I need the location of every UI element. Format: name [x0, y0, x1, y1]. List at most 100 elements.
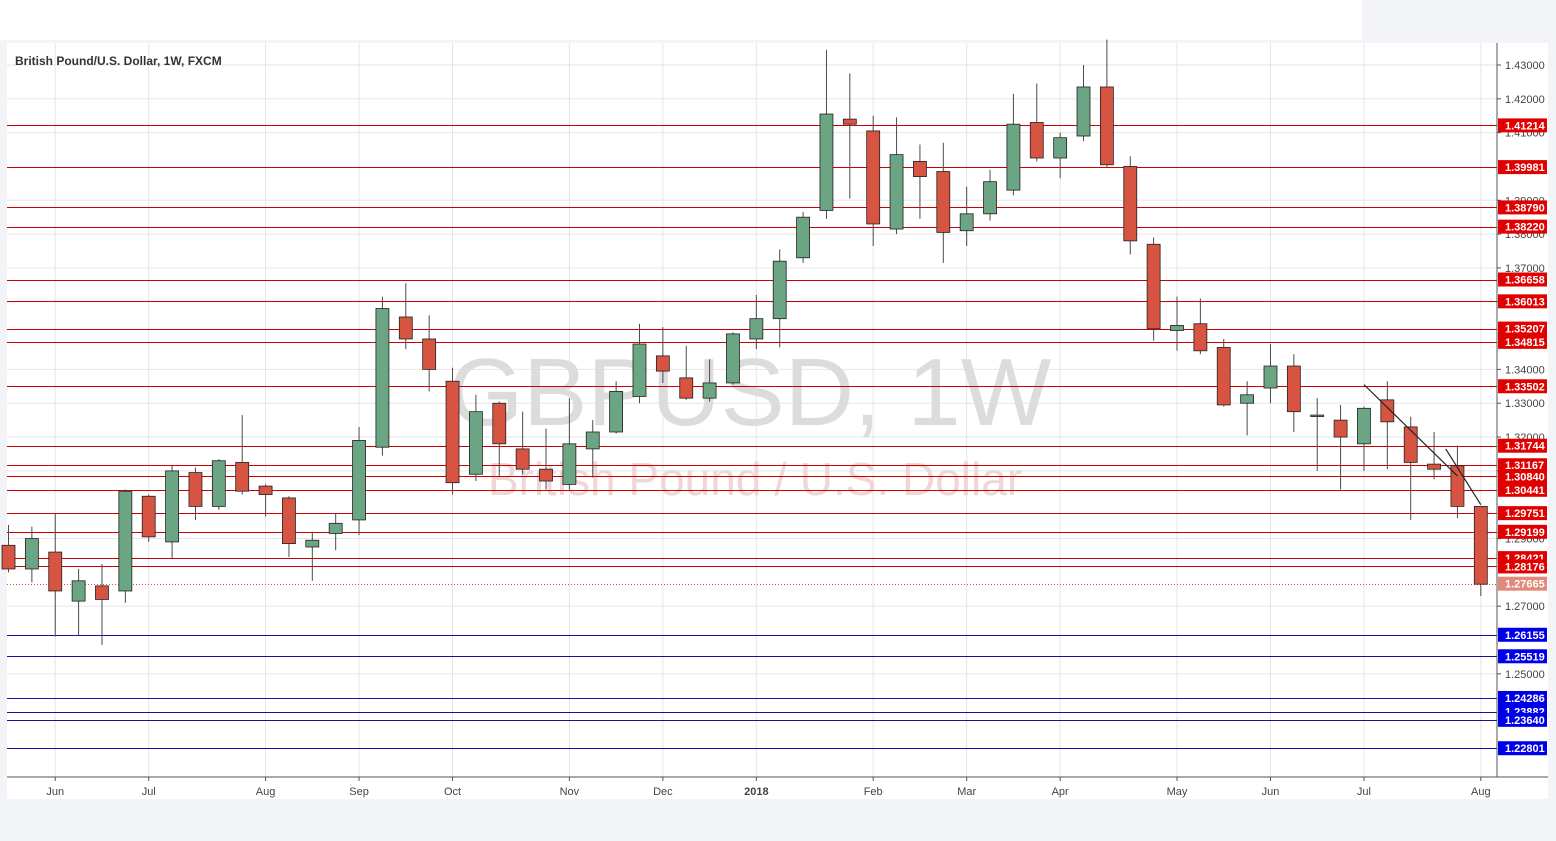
candle-down	[1123, 166, 1138, 242]
candle-up	[1076, 86, 1091, 137]
resistance-level-label: 1.29199	[1505, 527, 1545, 539]
resistance-level-label-bg	[1498, 200, 1547, 215]
candle-up	[562, 443, 577, 485]
price-axis	[7, 43, 1548, 778]
resistance-level-label: 1.29751	[1505, 508, 1545, 520]
time-tick-label: 2018	[744, 786, 768, 798]
candle-up	[71, 580, 86, 602]
candle-down	[913, 160, 927, 178]
time-tick-label: Aug	[1471, 786, 1491, 798]
support-level-label-bg	[1498, 741, 1547, 756]
resistance-level-label: 1.28176	[1505, 561, 1545, 573]
support-level-label: 1.22801	[1505, 743, 1545, 755]
support-level-label: 1.23640	[1505, 715, 1545, 727]
support-level-label-bg	[1498, 690, 1547, 705]
current-price-label-bg	[1498, 576, 1547, 591]
candle-down	[1029, 122, 1044, 159]
horizontal-levels	[7, 125, 1497, 749]
candle-up	[959, 213, 974, 232]
support-level-label-bg	[1498, 712, 1547, 727]
candle-down	[141, 495, 156, 538]
candle-down	[492, 402, 507, 445]
resistance-level-label-bg	[1498, 294, 1547, 309]
price-tick-label: 1.25000	[1505, 669, 1545, 681]
resistance-level-label: 1.41214	[1505, 120, 1546, 132]
candle-up	[796, 216, 810, 259]
candle-up	[211, 460, 226, 507]
candle-down	[936, 171, 951, 233]
time-tick-label: Feb	[864, 786, 883, 798]
resistance-level-label-bg	[1498, 219, 1547, 234]
candle-up	[609, 390, 624, 433]
resistance-level-label: 1.31167	[1505, 460, 1544, 472]
candle-up	[1357, 407, 1371, 445]
resistance-level-label-bg	[1498, 506, 1547, 521]
resistance-level-label-bg	[1498, 469, 1547, 484]
candle-down	[422, 338, 437, 370]
candle-down	[1450, 465, 1465, 507]
resistance-level-label-bg	[1498, 524, 1547, 539]
candle-down	[1193, 323, 1208, 352]
time-tick-label: Jul	[142, 786, 156, 798]
support-level-label-bg	[1498, 627, 1547, 642]
candle-up	[1263, 365, 1278, 389]
candle-down	[1380, 399, 1395, 423]
resistance-level-label: 1.36658	[1505, 275, 1545, 287]
candle-down	[1146, 243, 1161, 330]
resistance-level-label: 1.34815	[1505, 337, 1545, 349]
watermark: GBPUSD, 1W British Pound / U.S. Dollar	[449, 339, 1052, 505]
candle-up	[983, 181, 997, 215]
candle-up	[1240, 394, 1255, 404]
candle-down	[188, 472, 203, 507]
resistance-level-label-bg	[1498, 482, 1547, 497]
candle-down	[655, 355, 670, 372]
time-tick-label: Nov	[560, 786, 580, 798]
candle-up	[726, 333, 740, 384]
resistance-level-label: 1.30840	[1505, 471, 1545, 483]
resistance-level-label-bg	[1498, 160, 1547, 175]
candle-up	[632, 343, 647, 397]
candle-up	[585, 431, 600, 450]
candle-down	[866, 130, 881, 225]
candle-up	[889, 154, 904, 230]
resistance-level-label: 1.30441	[1505, 485, 1545, 497]
watermark-main-text: GBPUSD, 1W	[449, 339, 1052, 446]
price-tick-label: 1.37000	[1505, 263, 1545, 275]
resistance-level-label-bg	[1498, 438, 1547, 453]
candle-down	[282, 497, 296, 545]
candle-down	[842, 118, 857, 125]
candle-down	[445, 380, 460, 484]
candle-up	[1053, 137, 1068, 159]
resistance-level-label: 1.38790	[1505, 202, 1545, 214]
resistance-level-label-bg	[1498, 379, 1547, 394]
candle-up	[702, 382, 717, 399]
support-level-label: 1.25519	[1505, 651, 1545, 663]
candle-down	[1403, 426, 1418, 463]
time-tick-label: Jun	[46, 786, 64, 798]
time-tick-label: Aug	[256, 786, 276, 798]
candle-down	[1099, 86, 1114, 166]
time-tick-label: Oct	[444, 786, 461, 798]
support-level-label: 1.26155	[1505, 630, 1545, 642]
time-tick-label: May	[1167, 786, 1188, 798]
candle-up	[118, 490, 133, 592]
candle-down	[1473, 506, 1488, 585]
candle-down	[539, 468, 553, 482]
candle-down	[1427, 463, 1441, 470]
resistance-level-label-bg	[1498, 458, 1547, 473]
current-price-label: 1.27665	[1505, 579, 1545, 591]
candle-up	[24, 538, 39, 570]
price-tick-label: 1.42000	[1505, 94, 1545, 106]
candle-up	[1170, 325, 1184, 331]
bottom-strip	[0, 800, 1556, 836]
level-labels: 1.41214 1.39981 1.38790 1.38220 1.36658 1.360…	[1498, 118, 1547, 756]
resistance-level-label-bg	[1498, 321, 1547, 336]
candle-down	[1216, 347, 1231, 406]
candle-up	[165, 470, 179, 543]
resistance-level-label: 1.38220	[1505, 222, 1545, 234]
plot-background[interactable]	[7, 43, 1548, 799]
candle-down	[258, 485, 273, 495]
candle-down	[235, 462, 250, 492]
